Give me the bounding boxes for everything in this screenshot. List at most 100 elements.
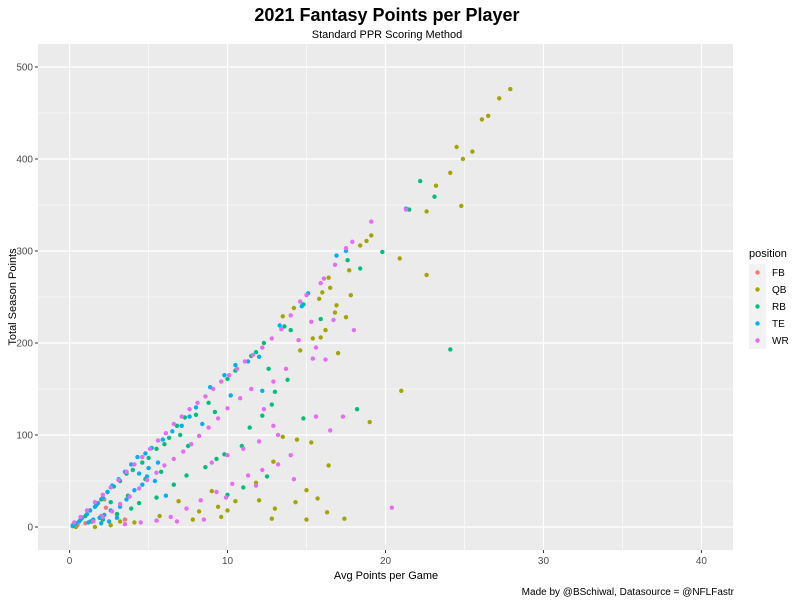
point-qb (280, 314, 285, 319)
x-tick-label: 10 (222, 556, 234, 567)
point-rb (354, 407, 360, 412)
point-rb (212, 409, 218, 415)
point-wr (226, 373, 232, 378)
x-tick-label: 0 (67, 556, 73, 567)
point-wr (351, 327, 357, 333)
point-wr (116, 477, 121, 483)
point-rb (301, 416, 306, 421)
point-te (76, 519, 82, 524)
point-te (233, 362, 238, 368)
point-wr (122, 522, 128, 527)
legend-label-rb: RB (772, 302, 786, 313)
point-rb (448, 347, 453, 352)
legend: FB QB RB TE WR (749, 264, 789, 349)
point-wr (179, 414, 184, 419)
point-wr (203, 394, 208, 399)
point-qb (269, 516, 274, 521)
point-wr (189, 442, 194, 447)
point-wr (318, 281, 323, 286)
point-qb (348, 293, 353, 298)
point-qb (367, 419, 372, 425)
legend-marker-wr (755, 338, 760, 343)
point-qb (233, 499, 238, 504)
point-wr (168, 514, 173, 520)
point-te (155, 460, 161, 465)
point-wr (92, 500, 98, 505)
point-te (87, 508, 93, 513)
point-wr (256, 439, 262, 444)
point-wr (225, 406, 230, 411)
x-axis-title: Avg Points per Game (334, 570, 438, 582)
point-qb (320, 290, 325, 295)
x-tick-label: 20 (380, 556, 392, 567)
point-wr (340, 414, 346, 419)
point-qb (508, 86, 513, 92)
point-qb (347, 268, 352, 273)
point-wr (403, 207, 409, 212)
point-wr (215, 416, 221, 421)
point-wr (223, 495, 229, 500)
point-wr (332, 262, 338, 267)
point-rb (108, 500, 113, 505)
point-wr (260, 467, 265, 473)
point-rb (260, 413, 265, 418)
point-te (245, 359, 251, 364)
point-rb (241, 485, 246, 490)
point-wr (138, 520, 143, 525)
point-qb (309, 440, 314, 445)
point-wr (296, 338, 301, 343)
point-te (132, 488, 137, 493)
y-axis-title: Total Season Points (7, 248, 19, 346)
point-rb (269, 402, 274, 407)
point-wr (313, 414, 319, 419)
point-rb (114, 511, 120, 517)
point-wr (253, 483, 259, 488)
point-qb (459, 203, 464, 209)
point-wr (309, 319, 314, 324)
x-axis-ticks: 0 10 20 30 40 (67, 550, 707, 567)
point-qb (92, 524, 98, 530)
point-rb (432, 194, 437, 199)
point-te (129, 462, 134, 467)
point-te (105, 489, 110, 495)
point-rb (264, 474, 270, 479)
point-rb (174, 423, 180, 428)
point-rb (272, 389, 278, 394)
point-wr (181, 449, 186, 454)
point-qb (256, 498, 262, 503)
y-tick-label: 400 (16, 155, 33, 166)
point-wr (154, 470, 159, 475)
legend-marker-qb (755, 287, 760, 292)
point-qb (298, 348, 303, 353)
point-rb (418, 178, 423, 184)
point-qb (369, 233, 374, 238)
point-wr (214, 489, 219, 495)
point-qb (397, 256, 402, 261)
point-wr (201, 517, 207, 522)
point-rb (358, 266, 363, 271)
point-wr (241, 446, 246, 451)
point-wr (288, 453, 293, 458)
point-wr (343, 246, 349, 251)
point-rb (193, 412, 199, 417)
legend-label-te: TE (772, 319, 785, 330)
point-wr (187, 407, 192, 412)
point-wr (140, 454, 145, 460)
point-te (256, 354, 262, 359)
point-qb (433, 183, 439, 188)
point-te (106, 519, 112, 524)
point-te (152, 478, 158, 484)
point-te (170, 429, 175, 434)
point-te (135, 454, 140, 460)
point-qb (454, 144, 459, 150)
legend-marker-fb (755, 270, 760, 275)
point-wr (117, 501, 123, 507)
point-te (187, 414, 192, 419)
point-wr (136, 486, 142, 491)
point-te (92, 504, 98, 509)
point-te (299, 304, 304, 309)
y-tick-label: 300 (16, 247, 33, 258)
point-rb (206, 400, 211, 405)
point-wr (271, 423, 276, 428)
point-qb (334, 303, 339, 308)
